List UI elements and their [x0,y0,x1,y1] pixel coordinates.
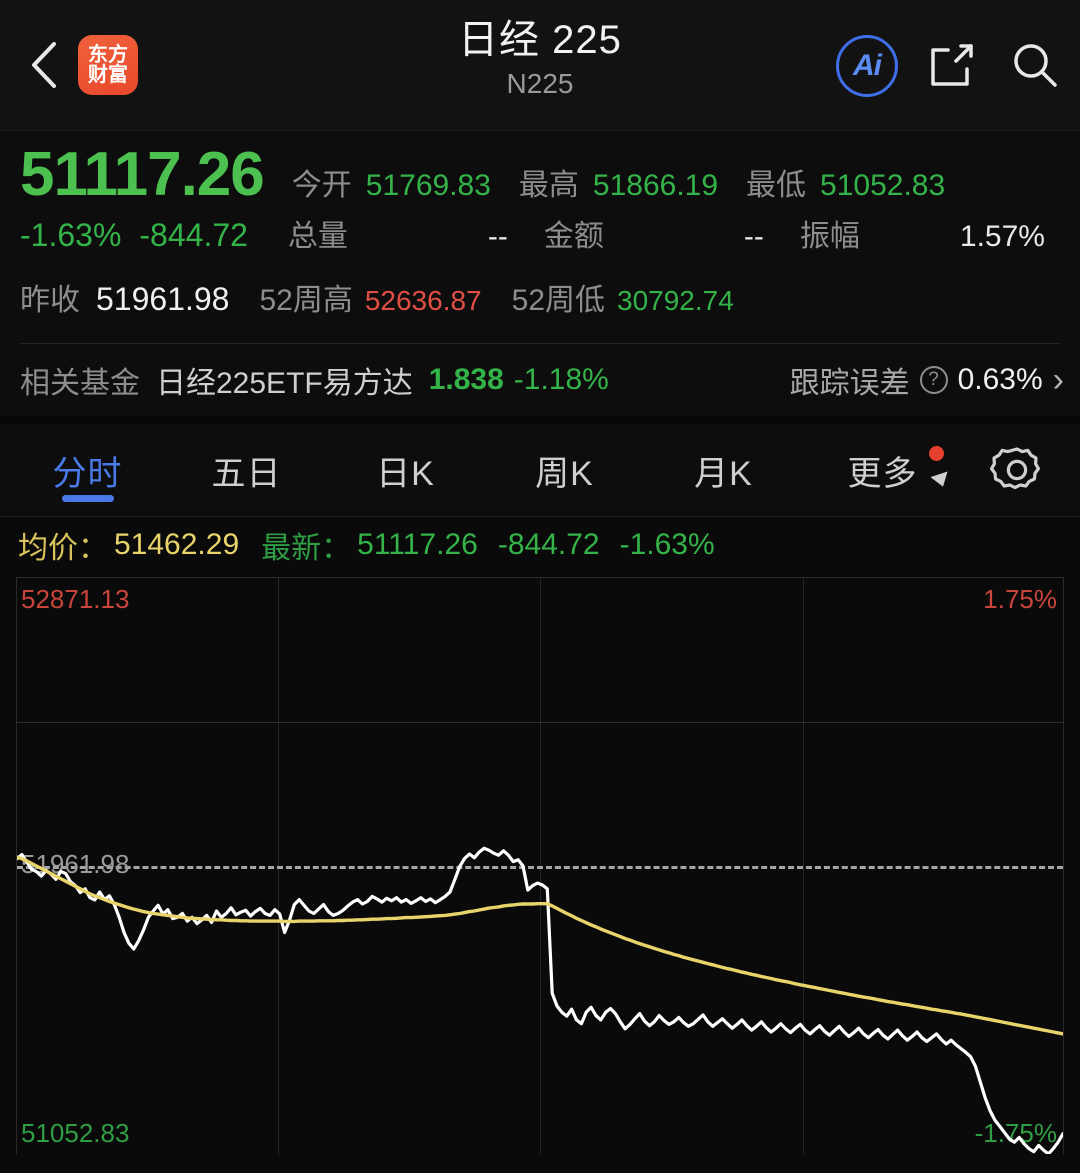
axis-label-bottom-right: -1.75% [974,1118,1057,1148]
prevclose-value: 51961.98 [96,281,230,317]
ai-button[interactable]: Ai [836,34,898,97]
tab-label: 周K [535,454,594,493]
tab-label: 更多 [847,454,918,493]
amplitude-label: 振幅 [799,220,860,253]
amount-label: 金额 [543,220,604,253]
tab-daily-k[interactable]: 日K [326,424,485,516]
chart-plot-frame: 51961.98 52871.13 1.75% 51052.83 -1.75% [16,577,1064,1155]
tab-five-day[interactable]: 五日 [167,424,326,516]
tab-weekly-k[interactable]: 周K [485,424,644,516]
prevclose-label: 昨收 [20,284,80,317]
axis-label-bottom-left: 51052.83 [21,1118,130,1148]
quote-sub-row: -1.63% -844.72 总量 -- 金额 -- 振幅 1.57% [20,211,1060,275]
volume-label: 总量 [287,220,348,253]
quote-divider [20,343,1060,344]
related-fund-value: 1.838 [428,363,504,396]
section-band [0,416,1080,424]
related-fund-name: 日经225ETF易方达 [156,367,413,400]
low-label: 最低 [746,169,807,202]
quote-main-row: 51117.26 今开 51769.83 最高 51866.19 最低 5105… [20,139,1060,211]
chart-series-layer [17,846,1063,1154]
related-fund-label: 相关基金 [20,367,140,400]
app-header: 东方 财富 日经 225 N225 Ai [0,0,1080,131]
avg-price-label: 均价： [18,532,108,565]
prev-close-dashed-line [17,866,1063,869]
chart-settings-button[interactable] [962,443,1072,497]
tab-label: 月K [694,454,753,493]
wk52low-label: 52周低 [511,284,606,317]
share-icon [931,43,973,86]
tab-active-indicator [61,495,114,502]
last-price: 51117.26 [20,140,265,209]
brand-logo-line2: 财富 [88,64,128,86]
tracking-error-group[interactable]: 跟踪误差 ? 0.63% › [790,358,1064,402]
tracking-error-value: 0.63% [957,363,1043,396]
header-actions: Ai [836,0,1066,131]
question-mark-icon[interactable]: ? [919,366,948,394]
amount-value: -- [743,220,764,253]
tab-bar-separator [0,516,1080,517]
quote-panel: 51117.26 今开 51769.83 最高 51866.19 最低 5105… [0,131,1080,344]
tab-label: 日K [376,454,435,493]
high-value: 51866.19 [592,169,719,202]
high-label: 最高 [518,169,579,202]
latest-change-pct: -1.63% [619,528,715,561]
chart-line-price [17,846,1063,1154]
brand-logo[interactable]: 东方 财富 [78,35,138,95]
chart-hgrid-1 [17,722,1063,723]
ai-icon-label: Ai [853,48,882,82]
brand-logo-line1: 东方 [88,44,128,66]
gear-icon [990,447,1040,490]
latest-change-abs: -844.72 [497,528,600,561]
tab-label: 分时 [52,454,123,493]
open-label: 今开 [291,169,352,202]
quote-third-row: 昨收 51961.98 52周高 52636.87 52周低 30792.74 [20,275,1060,337]
chart-line-average [17,855,1063,1036]
page-subtitle: N225 [506,68,574,99]
chevron-right-icon: › [1052,361,1064,399]
chart-tab-bar: 分时 五日 日K 周K 月K 更多 [0,424,1080,516]
low-value: 51052.83 [820,169,946,202]
change-pct: -1.63% [20,217,122,253]
axis-label-top-left: 52871.13 [21,584,130,614]
latest-price-value: 51117.26 [357,528,478,561]
avg-price-value: 51462.29 [114,528,240,561]
amplitude-value: 1.57% [959,220,1045,253]
related-fund-change: -1.18% [513,363,609,396]
tab-label: 五日 [211,454,282,493]
related-fund-row[interactable]: 相关基金 日经225ETF易方达 1.838 -1.18% 跟踪误差 ? 0.6… [0,344,1080,416]
wk52high-value: 52636.87 [364,285,482,316]
tab-fenshi[interactable]: 分时 [8,424,167,516]
wk52low-value: 30792.74 [617,285,734,316]
tracking-error-label: 跟踪误差 [789,367,910,400]
chart-readout: 均价： 51462.29 最新： 51117.26 -844.72 -1.63% [0,517,1080,573]
tab-monthly-k[interactable]: 月K [644,424,803,516]
search-icon [1014,43,1057,87]
wk52high-label: 52周高 [259,284,353,317]
caret-down-icon [930,471,952,490]
tab-more[interactable]: 更多 [803,424,962,516]
back-button[interactable] [16,37,72,93]
intraday-chart[interactable]: 51961.98 52871.13 1.75% 51052.83 -1.75% [0,573,1080,1158]
notification-dot-icon [929,446,944,461]
latest-price-label: 最新： [261,532,352,565]
change-abs: -844.72 [139,217,248,253]
ai-icon: Ai [836,34,898,97]
volume-value: -- [487,220,508,253]
page-title: 日经 225 [458,18,622,62]
axis-label-top-right: 1.75% [983,584,1057,614]
share-button[interactable] [920,35,982,97]
open-value: 51769.83 [365,169,491,202]
search-button[interactable] [1004,35,1066,97]
chevron-left-icon [32,42,56,88]
